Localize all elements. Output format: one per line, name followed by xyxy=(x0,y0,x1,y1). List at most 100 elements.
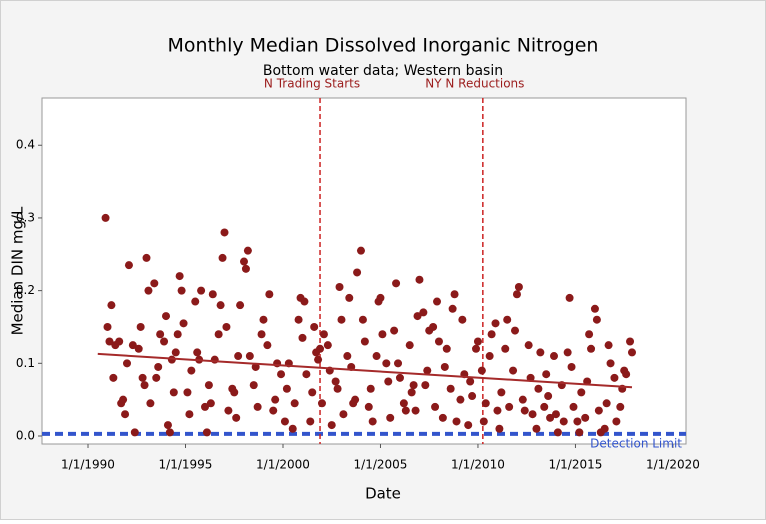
data-point xyxy=(413,312,422,321)
data-point xyxy=(150,279,159,288)
data-point xyxy=(191,297,200,306)
data-point xyxy=(282,384,291,393)
data-point xyxy=(300,297,309,306)
data-point xyxy=(105,337,114,346)
data-point xyxy=(162,312,171,321)
data-point xyxy=(368,417,377,426)
data-point xyxy=(257,330,266,339)
data-point xyxy=(202,428,211,437)
data-point xyxy=(327,421,336,430)
data-point xyxy=(263,341,272,350)
data-point xyxy=(544,392,553,401)
data-point xyxy=(128,341,137,350)
chart-subtitle: Bottom water data; Western basin xyxy=(263,63,503,79)
data-point xyxy=(179,319,188,328)
data-point xyxy=(606,359,615,368)
data-point xyxy=(345,293,354,302)
data-point xyxy=(173,330,182,339)
y-tick-label: 0.3 xyxy=(16,210,35,224)
data-point xyxy=(497,388,506,397)
data-point xyxy=(187,366,196,375)
reference-label: NY N Reductions xyxy=(425,77,524,91)
data-point xyxy=(269,406,278,415)
data-point xyxy=(101,213,110,222)
data-point xyxy=(124,261,133,270)
data-point xyxy=(175,272,184,281)
data-point xyxy=(224,406,233,415)
data-point xyxy=(358,315,367,324)
data-point xyxy=(165,428,174,437)
data-point xyxy=(565,293,574,302)
data-point xyxy=(208,290,217,299)
data-point xyxy=(485,352,494,361)
data-point xyxy=(130,428,139,437)
data-point xyxy=(433,297,442,306)
data-point xyxy=(493,406,502,415)
data-point xyxy=(627,348,636,357)
data-point xyxy=(372,352,381,361)
data-point xyxy=(271,395,280,404)
data-point xyxy=(123,359,132,368)
data-point xyxy=(134,344,143,353)
data-point xyxy=(204,381,213,390)
data-point xyxy=(277,370,286,379)
data-point xyxy=(626,337,635,346)
data-point xyxy=(265,290,274,299)
data-point xyxy=(109,373,118,382)
data-point xyxy=(351,395,360,404)
data-point xyxy=(337,315,346,324)
data-point xyxy=(140,381,149,390)
data-point xyxy=(448,304,457,313)
detection-limit-label: Detection Limit xyxy=(590,436,682,450)
data-point xyxy=(536,348,545,357)
data-point xyxy=(442,344,451,353)
data-point xyxy=(473,337,482,346)
data-point xyxy=(567,362,576,371)
data-point xyxy=(119,395,128,404)
data-point xyxy=(392,279,401,288)
data-point xyxy=(193,348,202,357)
data-point xyxy=(230,388,239,397)
data-point xyxy=(222,322,231,331)
data-point xyxy=(185,410,194,419)
data-point xyxy=(491,319,500,328)
data-point xyxy=(115,337,124,346)
data-point xyxy=(171,348,180,357)
data-point xyxy=(481,399,490,408)
data-point xyxy=(251,362,260,371)
data-point xyxy=(503,315,512,324)
data-point xyxy=(477,366,486,375)
data-point xyxy=(386,413,395,422)
data-point xyxy=(600,424,609,433)
x-tick-label: 1/1/2005 xyxy=(354,458,408,472)
data-point xyxy=(509,366,518,375)
data-point xyxy=(169,388,178,397)
data-point xyxy=(534,384,543,393)
data-point xyxy=(581,413,590,422)
x-tick-label: 1/1/2015 xyxy=(548,458,602,472)
data-point xyxy=(210,355,219,364)
data-point xyxy=(594,406,603,415)
data-point xyxy=(214,330,223,339)
data-point xyxy=(298,333,307,342)
data-point xyxy=(532,424,541,433)
data-point xyxy=(411,406,420,415)
data-point xyxy=(479,417,488,426)
data-point xyxy=(253,402,262,411)
data-point xyxy=(241,264,250,273)
data-point xyxy=(333,384,342,393)
data-point xyxy=(394,359,403,368)
data-point xyxy=(294,315,303,324)
data-point xyxy=(501,344,510,353)
data-point xyxy=(306,417,315,426)
data-point xyxy=(542,370,551,379)
data-point xyxy=(146,399,155,408)
data-point xyxy=(505,402,514,411)
data-point xyxy=(243,246,252,255)
x-axis-label: Date xyxy=(365,485,401,503)
data-point xyxy=(356,246,365,255)
data-point xyxy=(550,352,559,361)
data-point xyxy=(512,290,521,299)
data-point xyxy=(415,275,424,284)
data-point xyxy=(142,253,151,262)
